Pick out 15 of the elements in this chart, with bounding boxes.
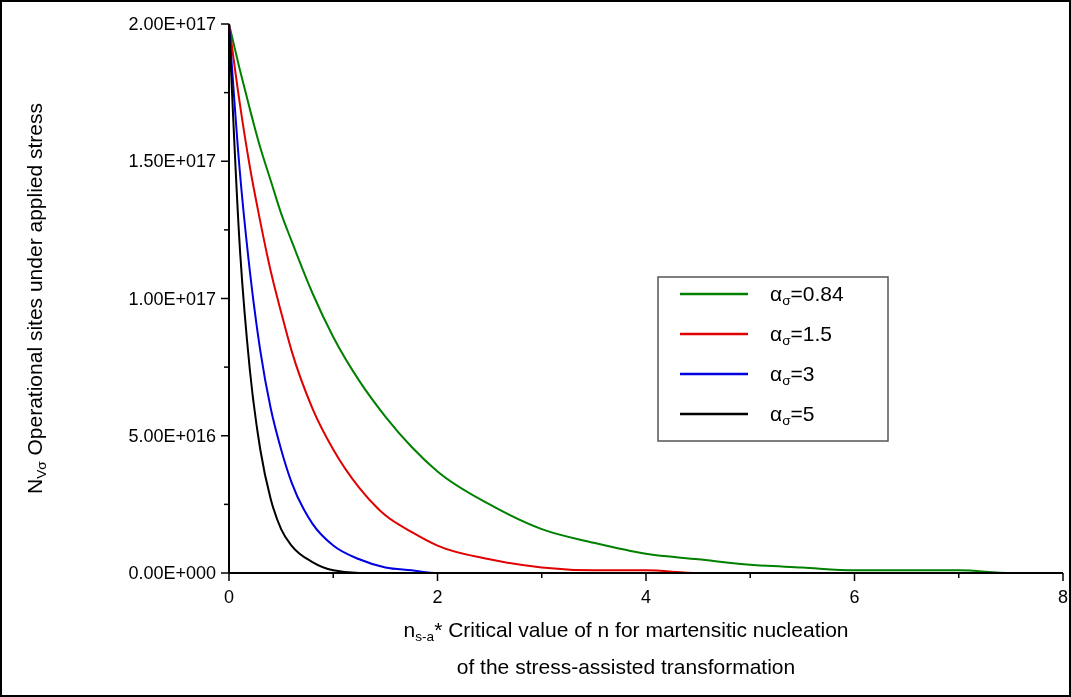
legend-label: α$_{σ}$=0.84 <box>770 282 845 309</box>
x-tick-label: 0 <box>223 587 235 607</box>
legend-label: α$_{σ}$=1.5 <box>770 322 833 349</box>
x-tick-label: 4 <box>640 587 652 607</box>
y-tick-label: 5.00E+016 <box>128 425 216 446</box>
legend-label: α$_{σ}$=3 <box>770 362 815 389</box>
y-tick-label: 0.00E+000 <box>128 563 216 583</box>
legend-label: α$_{σ}$=5 <box>770 402 815 429</box>
x-tick-label: 8 <box>1057 587 1069 607</box>
x-tick-label: 6 <box>849 587 860 607</box>
x-tick-label: 2 <box>432 587 443 607</box>
x-axis-title: n$_{s-a}$* Critical value of n for martensitic nucleation of the stress-assisted transformation <box>403 618 849 678</box>
y-tick-label: 1.50E+017 <box>128 151 216 172</box>
y-tick-label: 2.00E+017 <box>128 14 216 34</box>
y-tick-label: 1.00E+017 <box>128 288 216 309</box>
